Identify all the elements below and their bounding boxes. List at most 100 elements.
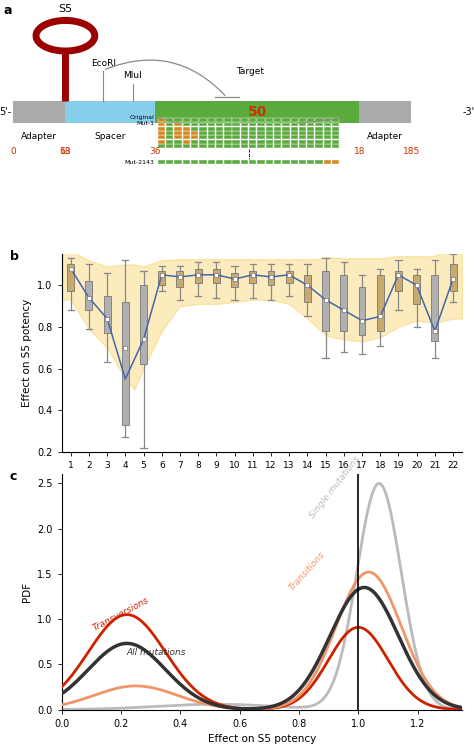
Bar: [174, 160, 182, 164]
Bar: [158, 123, 165, 126]
Bar: [191, 144, 199, 148]
Bar: [216, 123, 223, 126]
Bar: [249, 270, 256, 283]
Bar: [324, 160, 331, 164]
Bar: [304, 275, 311, 302]
Text: Spacer: Spacer: [95, 132, 126, 141]
Bar: [316, 160, 323, 164]
Bar: [266, 140, 273, 143]
Bar: [291, 118, 298, 122]
Bar: [249, 123, 256, 126]
Bar: [224, 127, 232, 131]
Bar: [274, 118, 282, 122]
Bar: [324, 135, 331, 139]
Bar: [213, 269, 220, 283]
Bar: [332, 131, 339, 135]
Bar: [257, 144, 264, 148]
Bar: [166, 135, 173, 139]
Bar: [307, 140, 315, 143]
Bar: [224, 131, 232, 135]
Bar: [191, 131, 199, 135]
X-axis label: Effect on S5 potency: Effect on S5 potency: [208, 734, 316, 744]
Bar: [233, 118, 240, 122]
Bar: [316, 140, 323, 143]
Bar: [241, 118, 248, 122]
Bar: [316, 118, 323, 122]
Bar: [224, 160, 232, 164]
Bar: [208, 135, 215, 139]
Bar: [200, 118, 207, 122]
Bar: [241, 131, 248, 135]
Bar: [208, 127, 215, 131]
Bar: [183, 127, 190, 131]
Bar: [291, 140, 298, 143]
Bar: [299, 131, 306, 135]
Bar: [241, 127, 248, 131]
Bar: [324, 127, 331, 131]
Bar: [324, 131, 331, 135]
Bar: [183, 144, 190, 148]
Bar: [174, 131, 182, 135]
Bar: [291, 127, 298, 131]
Bar: [166, 144, 173, 148]
Text: 0: 0: [10, 146, 16, 155]
Bar: [85, 281, 92, 310]
Bar: [241, 140, 248, 143]
Bar: [233, 144, 240, 148]
Bar: [332, 140, 339, 143]
Bar: [104, 296, 110, 333]
Bar: [200, 160, 207, 164]
Bar: [274, 160, 282, 164]
Bar: [413, 275, 420, 304]
Bar: [359, 101, 411, 123]
Bar: [208, 131, 215, 135]
Bar: [316, 135, 323, 139]
Y-axis label: PDF: PDF: [21, 582, 32, 602]
Bar: [266, 135, 273, 139]
Text: Mut-2143: Mut-2143: [124, 160, 154, 164]
Bar: [316, 131, 323, 135]
Text: S5: S5: [58, 4, 73, 14]
Bar: [174, 135, 182, 139]
Bar: [208, 118, 215, 122]
Bar: [158, 270, 165, 285]
Bar: [266, 144, 273, 148]
Bar: [200, 127, 207, 131]
Bar: [283, 140, 290, 143]
Bar: [249, 160, 256, 164]
Bar: [324, 118, 331, 122]
Text: Target: Target: [237, 67, 264, 76]
Bar: [324, 140, 331, 143]
Bar: [208, 140, 215, 143]
Bar: [200, 144, 207, 148]
Bar: [291, 144, 298, 148]
Bar: [200, 131, 207, 135]
Bar: [431, 275, 438, 341]
Bar: [249, 140, 256, 143]
Bar: [322, 270, 329, 331]
Bar: [224, 135, 232, 139]
Bar: [216, 144, 223, 148]
Bar: [274, 123, 282, 126]
Bar: [266, 131, 273, 135]
Bar: [183, 160, 190, 164]
Bar: [340, 275, 347, 331]
Bar: [307, 118, 315, 122]
Bar: [158, 135, 165, 139]
Bar: [249, 118, 256, 122]
Bar: [307, 131, 315, 135]
Bar: [174, 140, 182, 143]
Bar: [332, 135, 339, 139]
Bar: [316, 144, 323, 148]
Bar: [324, 123, 331, 126]
Text: All mutations: All mutations: [127, 648, 186, 657]
Bar: [307, 135, 315, 139]
Bar: [291, 160, 298, 164]
Bar: [216, 135, 223, 139]
Bar: [283, 144, 290, 148]
Bar: [274, 135, 282, 139]
Bar: [358, 288, 365, 335]
Bar: [299, 127, 306, 131]
Bar: [307, 127, 315, 131]
Text: 18: 18: [60, 146, 71, 155]
